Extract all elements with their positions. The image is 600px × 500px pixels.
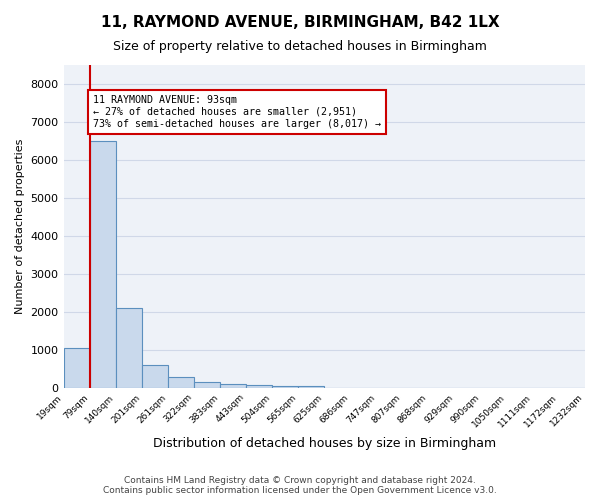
Bar bbox=[89, 141, 116, 388]
Text: 11, RAYMOND AVENUE, BIRMINGHAM, B42 1LX: 11, RAYMOND AVENUE, BIRMINGHAM, B42 1LX bbox=[101, 15, 499, 30]
Bar bbox=[194, 382, 220, 388]
Bar bbox=[116, 308, 142, 388]
Bar bbox=[272, 386, 298, 388]
Bar bbox=[168, 377, 194, 388]
Text: 11 RAYMOND AVENUE: 93sqm
← 27% of detached houses are smaller (2,951)
73% of sem: 11 RAYMOND AVENUE: 93sqm ← 27% of detach… bbox=[93, 96, 381, 128]
Y-axis label: Number of detached properties: Number of detached properties bbox=[15, 138, 25, 314]
Bar bbox=[298, 386, 324, 388]
Bar bbox=[64, 348, 89, 388]
Text: Size of property relative to detached houses in Birmingham: Size of property relative to detached ho… bbox=[113, 40, 487, 53]
Bar bbox=[142, 365, 168, 388]
Bar bbox=[246, 385, 272, 388]
Bar bbox=[220, 384, 246, 388]
Text: Contains HM Land Registry data © Crown copyright and database right 2024.
Contai: Contains HM Land Registry data © Crown c… bbox=[103, 476, 497, 495]
X-axis label: Distribution of detached houses by size in Birmingham: Distribution of detached houses by size … bbox=[153, 437, 496, 450]
